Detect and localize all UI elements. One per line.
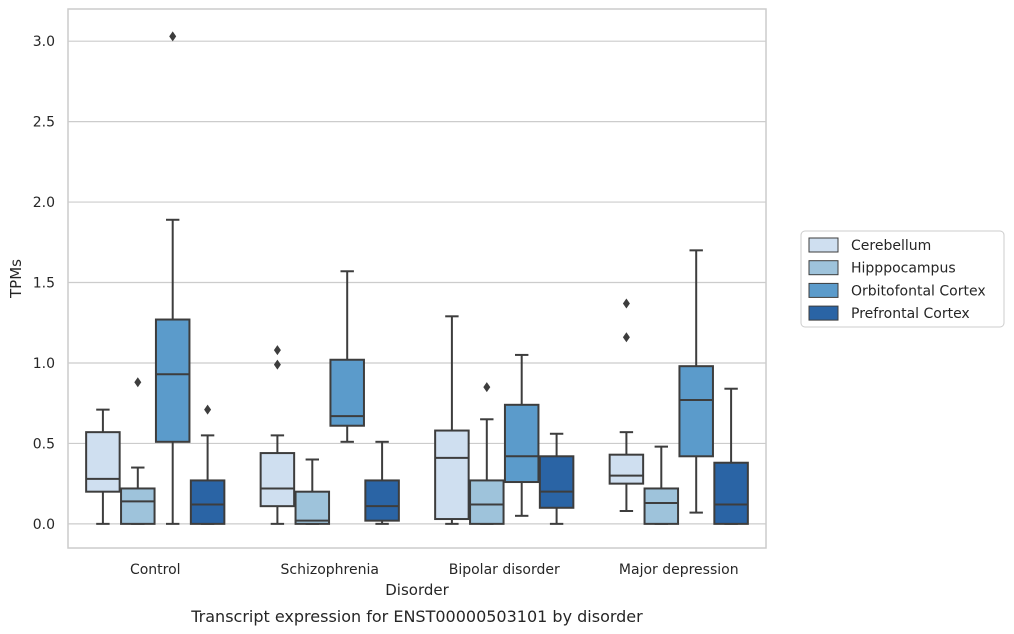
outlier-point <box>204 404 212 415</box>
box-body <box>259 452 296 508</box>
box-1-0 <box>120 377 156 525</box>
y-axis-ticks: 0.0 0.5 1.0 1.5 2.0 2.5 3.0 <box>33 34 55 533</box>
legend-swatch <box>808 260 839 276</box>
legend-label: Cerebellum <box>851 238 931 254</box>
box-0-1 <box>259 345 296 525</box>
y-tick-label: 1.0 <box>33 356 55 372</box>
legend: Cerebellum Hipppocampus Orbitofontal Corte… <box>800 230 1005 328</box>
outlier-point <box>622 332 630 343</box>
box-body <box>85 431 121 493</box>
outlier-point <box>134 377 142 388</box>
outlier-point <box>273 359 281 370</box>
legend-item: Hipppocampus <box>808 260 956 277</box>
y-tick-label: 3.0 <box>33 34 55 50</box>
legend-frame <box>800 230 1005 328</box>
box-body <box>329 358 365 427</box>
y-tick-label: 2.0 <box>33 195 55 211</box>
box-body <box>678 365 714 458</box>
y-tick-label: 2.5 <box>33 115 55 131</box>
box-2-1 <box>329 270 365 443</box>
y-tick-label: 0.0 <box>33 517 55 533</box>
x-tick-label: Bipolar disorder <box>449 562 560 578</box>
y-tick-label: 1.5 <box>33 276 55 292</box>
chart-caption: Transcript expression for ENST0000050310… <box>190 607 643 626</box>
box-1-2 <box>469 382 505 525</box>
box-0-2 <box>434 315 470 525</box>
box-2-2 <box>503 353 540 517</box>
y-axis-label: TPMs <box>7 259 25 299</box>
outlier-point <box>169 31 177 42</box>
box-3-0 <box>189 404 226 525</box>
legend-item: Prefrontal Cortex <box>808 305 970 322</box>
box-body <box>643 487 680 525</box>
box-body <box>608 453 645 485</box>
box-0-0 <box>85 408 121 525</box>
box-body <box>434 429 470 521</box>
legend-item: Orbitofontal Cortex <box>808 282 986 299</box>
box-body <box>120 487 156 525</box>
box-body <box>364 479 400 522</box>
outlier-point <box>483 382 491 393</box>
box-body <box>713 461 749 525</box>
legend-label: Orbitofontal Cortex <box>851 283 986 299</box>
legend-swatch <box>808 237 839 253</box>
plot-area-frame <box>67 8 767 549</box>
legend-swatch <box>808 282 839 298</box>
box-body <box>538 455 575 509</box>
box-body <box>294 490 331 525</box>
box-plot-marks <box>85 31 749 525</box>
legend-item: Cerebellum <box>808 237 931 254</box>
box-0-3 <box>608 298 645 512</box>
x-tick-label: Schizophrenia <box>281 562 379 578</box>
x-tick-label: Major depression <box>619 562 739 578</box>
box-body <box>503 403 540 484</box>
outlier-point <box>273 345 281 356</box>
legend-label: Prefrontal Cortex <box>851 306 970 322</box>
box-2-0 <box>154 31 191 525</box>
outlier-point <box>622 298 630 309</box>
x-axis-ticks: Control Schizophrenia Bipolar disorder Majo… <box>130 562 739 578</box>
x-tick-label: Control <box>130 562 181 578</box>
legend-label: Hipppocampus <box>851 261 956 277</box>
box-3-1 <box>364 440 400 525</box>
box-3-3 <box>713 387 749 525</box>
box-2-3 <box>678 249 714 514</box>
box-body <box>469 479 505 525</box>
legend-swatch <box>808 305 839 321</box>
box-1-3 <box>643 445 680 525</box>
x-axis-label: Disorder <box>385 581 449 599</box>
y-tick-label: 0.5 <box>33 436 55 452</box>
box-body <box>189 479 226 525</box>
box-3-2 <box>538 432 575 525</box>
box-body <box>154 318 191 443</box>
box-1-1 <box>294 458 331 525</box>
